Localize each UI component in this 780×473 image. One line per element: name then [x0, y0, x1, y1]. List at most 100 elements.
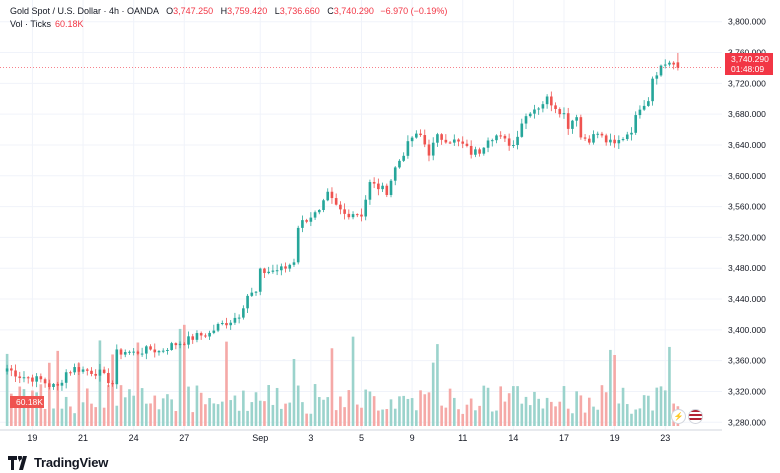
y-tick-label: 3,280.000 — [728, 417, 766, 427]
volume-bar — [107, 385, 110, 426]
candle-body — [528, 113, 532, 117]
y-tick-label: 3,800.000 — [728, 17, 766, 27]
candle-body — [659, 65, 663, 76]
candle-body — [119, 349, 123, 355]
candle-body — [600, 133, 604, 136]
close-label: C — [327, 6, 334, 16]
candle-body — [402, 155, 405, 161]
volume-bar — [284, 403, 287, 426]
candle-body — [199, 333, 203, 336]
candle-body — [77, 367, 81, 372]
candle-body — [284, 266, 287, 269]
y-tick-label: 3,520.000 — [728, 232, 766, 242]
candle-body — [583, 137, 587, 139]
volume-bar — [60, 408, 64, 426]
candle-body — [170, 343, 173, 350]
candle-body — [5, 368, 9, 372]
volume-bar — [571, 413, 574, 426]
us-flag-icon[interactable] — [688, 409, 703, 424]
candle-body — [56, 383, 60, 386]
volume-label[interactable]: Vol · Ticks — [10, 19, 52, 29]
volume-bar — [537, 398, 540, 426]
volume-bar — [554, 406, 557, 426]
candle-body — [520, 123, 524, 137]
volume-bar — [254, 392, 258, 426]
volume-bar — [111, 354, 114, 426]
volume-bar — [123, 397, 127, 426]
candle-body — [596, 133, 600, 135]
candle-body — [258, 268, 262, 292]
volume-bar — [659, 386, 663, 426]
candle-body — [457, 139, 460, 142]
candle-body — [625, 134, 629, 140]
volume-bar — [469, 398, 473, 426]
candle-body — [613, 139, 616, 144]
candle-body — [64, 372, 68, 383]
time-axis[interactable]: 19 21 24 27 Sep 3 5 9 11 14 17 19 23 — [27, 433, 670, 443]
volume-bar — [233, 395, 237, 426]
volume-bar — [583, 412, 587, 426]
x-tick-label: 23 — [660, 433, 670, 443]
open-label: O — [166, 6, 174, 16]
volume-bar — [634, 409, 638, 426]
x-tick-label: 17 — [559, 433, 569, 443]
volume-bar — [587, 397, 591, 426]
candle-body — [575, 117, 578, 121]
volume-bar — [452, 397, 456, 426]
candle-body — [233, 317, 237, 323]
high-label: H — [220, 6, 228, 16]
candle-body — [60, 382, 64, 386]
candle-body — [149, 346, 152, 350]
candle-body — [461, 141, 465, 144]
candle-body — [419, 133, 422, 136]
price-axis[interactable]: 3,280.000 3,320.000 3,360.000 3,400.000 3,44… — [728, 17, 766, 428]
candle-body — [672, 62, 675, 65]
x-tick-label: 19 — [27, 433, 37, 443]
volume-bar — [10, 393, 13, 426]
candle-body — [43, 379, 47, 384]
y-tick-label: 3,480.000 — [728, 263, 766, 273]
volume-value: 60.18K — [55, 19, 84, 29]
candle-body — [271, 270, 275, 272]
candle-body — [579, 117, 583, 138]
candle-body — [26, 377, 30, 379]
candle-body — [377, 183, 380, 190]
volume-bar — [145, 403, 148, 426]
volume-bar — [642, 395, 646, 426]
candle-body — [503, 135, 507, 139]
volume-bar — [647, 395, 650, 426]
volume-bar — [250, 402, 254, 426]
tradingview-logo[interactable]: TradingView — [8, 455, 108, 470]
volume-bar — [90, 403, 93, 426]
candle-body — [431, 142, 435, 156]
volume-bar — [423, 394, 427, 426]
volume-bar — [322, 399, 325, 426]
chart-grid — [0, 0, 722, 430]
volume-bar — [541, 408, 545, 426]
volume-bar — [579, 395, 583, 426]
candle-body — [651, 78, 654, 102]
volume-bar — [524, 396, 528, 426]
volume-bar — [258, 400, 262, 426]
candle-body — [187, 336, 190, 345]
volume-bar — [263, 401, 266, 426]
volume-bar — [630, 413, 633, 426]
volume-bar — [592, 406, 595, 426]
flash-icon[interactable]: ⚡ — [671, 409, 686, 424]
candle-body — [550, 96, 553, 106]
y-tick-label: 3,760.000 — [728, 48, 766, 58]
volume-bar — [246, 410, 249, 426]
symbol-title[interactable]: Gold Spot / U.S. Dollar · 4h · OANDA — [10, 6, 159, 16]
candle-body — [123, 352, 127, 355]
x-tick-label: 14 — [508, 433, 518, 443]
volume-bar — [85, 388, 89, 426]
volume-bar — [385, 409, 389, 426]
candle-body — [292, 262, 296, 265]
volume-bar — [503, 401, 507, 426]
volume-bar — [339, 396, 342, 426]
candle-body — [47, 383, 51, 387]
y-tick-label: 3,640.000 — [728, 140, 766, 150]
candle-body — [499, 135, 503, 137]
candle-body — [668, 62, 671, 65]
